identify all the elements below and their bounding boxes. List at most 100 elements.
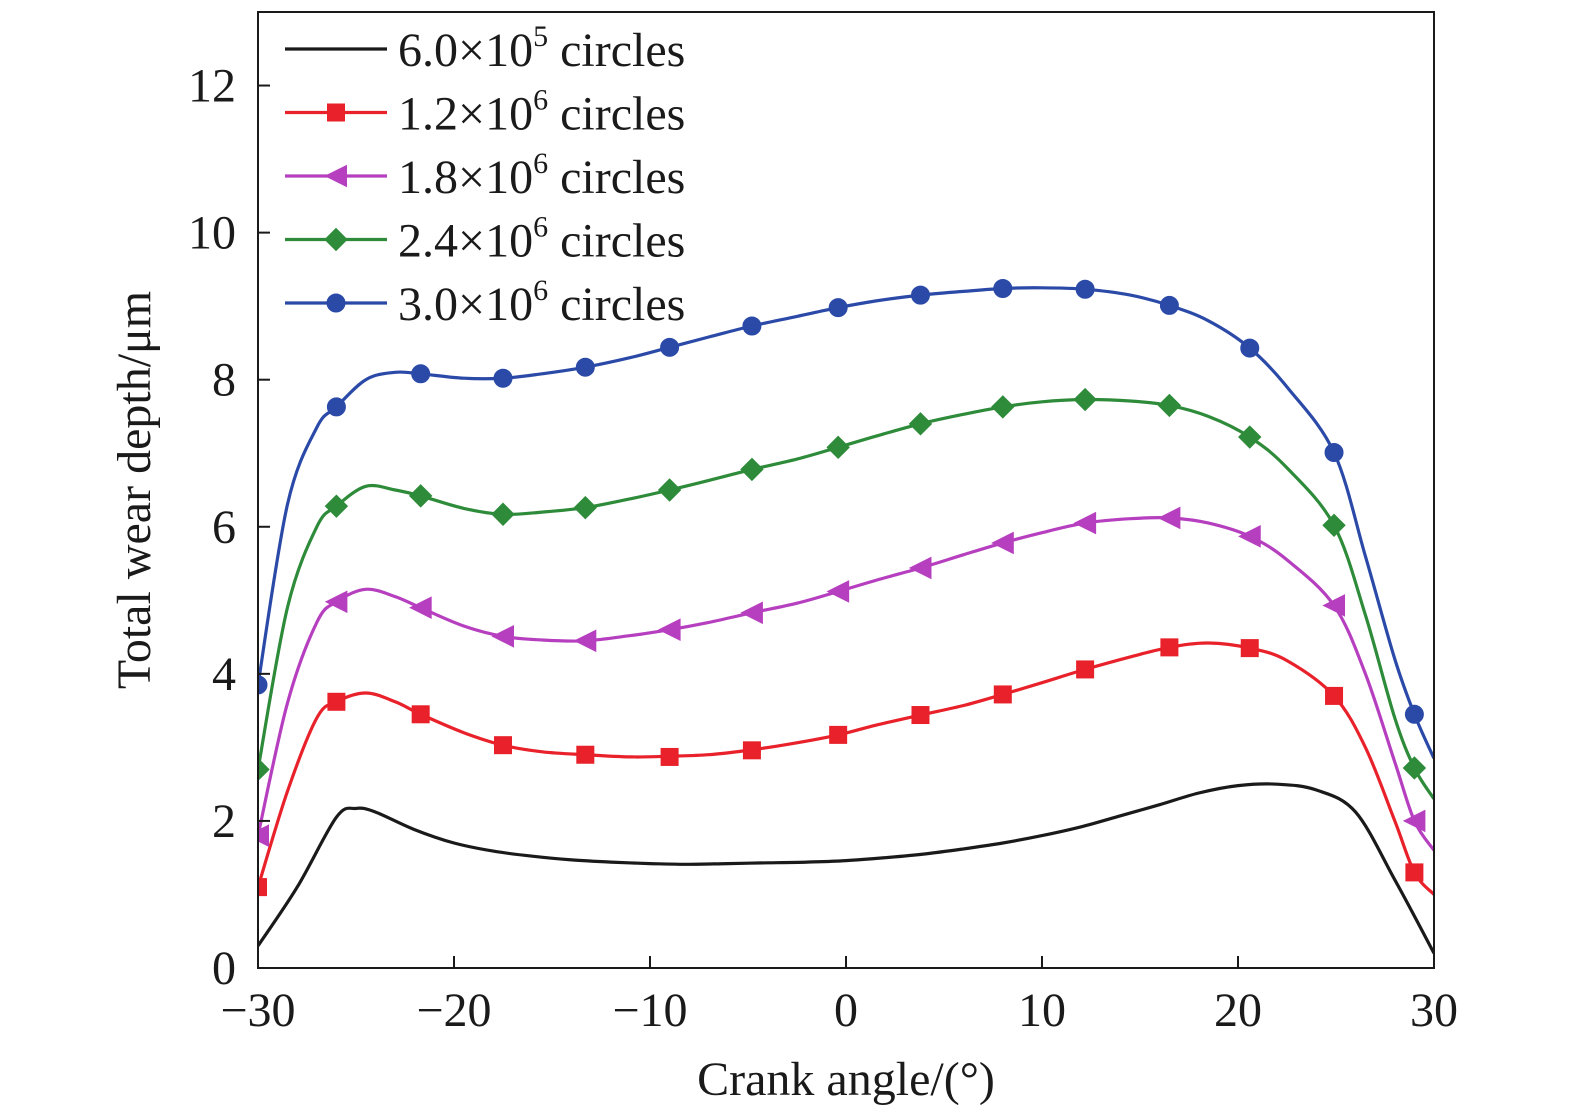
data-point: [660, 747, 679, 766]
data-point: [991, 531, 1014, 555]
series-2: [258, 638, 1434, 897]
legend-label: 1.8×106 circles: [398, 147, 685, 204]
data-point: [575, 357, 595, 377]
data-point: [742, 316, 762, 336]
data-point: [576, 745, 595, 764]
x-tick-label: −30: [220, 984, 295, 1037]
data-point: [740, 457, 764, 482]
data-point: [911, 706, 930, 725]
legend-label: 3.0×106 circles: [398, 274, 685, 331]
data-point: [1405, 863, 1424, 882]
data-point: [493, 368, 513, 388]
data-point: [258, 757, 270, 782]
data-point: [258, 675, 268, 695]
legend-item: 2.4×106 circles: [285, 211, 685, 268]
data-point: [409, 596, 432, 619]
data-point: [1322, 594, 1346, 617]
data-point: [1404, 704, 1424, 724]
y-axis-title: Total wear depth/μm: [108, 291, 161, 689]
data-point: [740, 601, 763, 625]
data-point: [1238, 525, 1261, 548]
data-point: [1240, 338, 1260, 358]
series-line: [258, 286, 1434, 760]
data-point: [411, 364, 431, 384]
data-point: [324, 494, 349, 518]
legend-marker: [327, 103, 345, 122]
data-point: [324, 590, 348, 614]
x-tick-label: 10: [1018, 984, 1066, 1037]
data-point: [1159, 295, 1179, 315]
data-point: [1322, 513, 1346, 538]
legend-item: 1.8×106 circles: [285, 147, 685, 204]
series-line: [258, 782, 1434, 955]
data-point: [742, 741, 761, 760]
series-4: [258, 387, 1434, 800]
data-point: [411, 705, 430, 724]
data-point: [491, 502, 515, 526]
data-point: [327, 692, 346, 711]
data-point: [991, 395, 1015, 419]
y-tick-label: 0: [212, 942, 236, 995]
x-tick-label: 0: [834, 984, 858, 1037]
data-point: [1402, 756, 1427, 780]
y-tick-label: 10: [188, 207, 236, 260]
data-point: [826, 435, 850, 460]
x-tick-label: 20: [1214, 984, 1262, 1037]
x-tick-label: 30: [1410, 984, 1458, 1037]
x-axis-title: Crank angle/(°): [697, 1053, 995, 1106]
y-tick-label: 6: [212, 501, 236, 554]
legend-label: 2.4×106 circles: [398, 211, 685, 268]
data-point: [910, 285, 930, 305]
data-point: [908, 412, 933, 436]
x-tick-label: −20: [416, 984, 491, 1037]
data-point: [1076, 660, 1095, 679]
data-point: [258, 878, 267, 897]
data-point: [993, 685, 1012, 704]
data-point: [908, 556, 932, 580]
series-layer: [258, 279, 1434, 955]
series-5: [258, 279, 1434, 760]
data-point: [1324, 442, 1344, 462]
data-point: [491, 625, 514, 648]
data-point: [1238, 425, 1262, 449]
y-tick-label: 4: [212, 648, 236, 701]
series-line: [258, 641, 1434, 896]
x-tick-label: −10: [612, 984, 687, 1037]
legend-item: 6.0×105 circles: [285, 20, 685, 77]
series-3: [258, 506, 1434, 852]
data-point: [1157, 393, 1182, 418]
data-point: [657, 618, 681, 642]
series-line: [258, 516, 1434, 852]
data-point: [660, 337, 680, 357]
data-point: [828, 298, 848, 318]
y-tick-label: 12: [188, 60, 236, 113]
axis-ticks: −30 −20 −10 0 10 20 30 0 2 4 6 8 10 12: [188, 60, 1458, 1037]
legend: 6.0×105 circles 1.2×106 circles 1.8×106 ci…: [285, 20, 685, 331]
data-point: [494, 736, 512, 755]
data-point: [1160, 638, 1179, 657]
data-point: [1073, 511, 1097, 535]
data-point: [1402, 809, 1426, 833]
data-point: [573, 495, 598, 520]
data-point: [1325, 686, 1344, 705]
legend-label: 6.0×105 circles: [398, 20, 685, 77]
data-point: [829, 725, 848, 744]
data-point: [1240, 639, 1259, 658]
data-point: [826, 580, 850, 603]
data-point: [657, 478, 682, 502]
data-point: [258, 824, 269, 847]
data-point: [1157, 506, 1181, 530]
legend-item: 3.0×106 circles: [285, 274, 685, 331]
data-point: [326, 397, 346, 417]
legend-item: 1.2×106 circles: [285, 84, 685, 141]
data-point: [408, 484, 433, 508]
legend-marker: [324, 227, 348, 252]
data-point: [993, 279, 1013, 299]
data-point: [1075, 279, 1095, 299]
data-point: [1073, 387, 1097, 412]
legend-label: 1.2×106 circles: [398, 84, 685, 141]
legend-marker: [324, 164, 347, 188]
data-point: [573, 629, 597, 653]
